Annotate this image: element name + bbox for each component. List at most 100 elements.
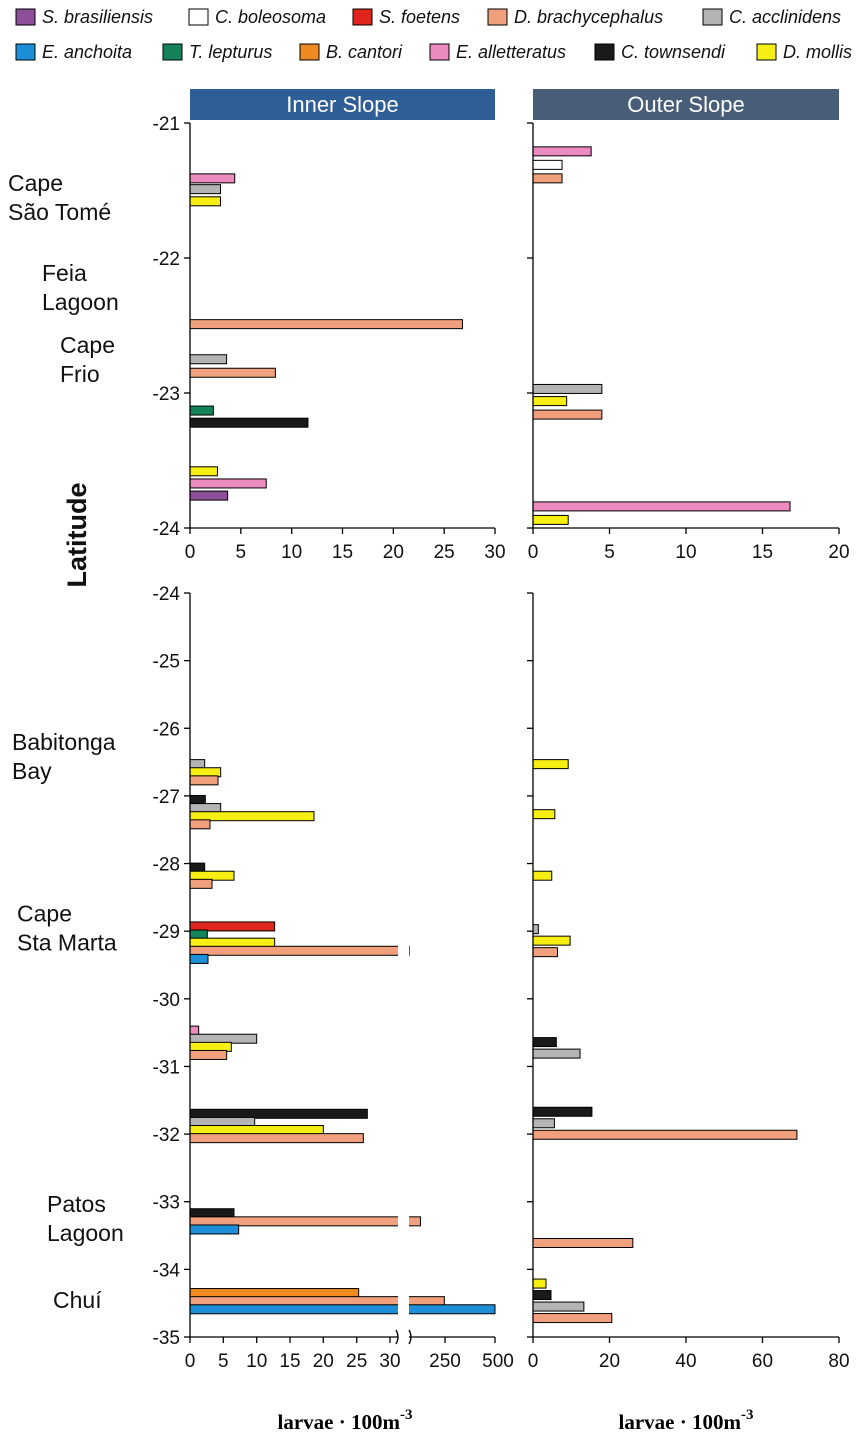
- bar-dmol: [532, 809, 556, 820]
- legend-label-ctow: C. townsendi: [621, 42, 726, 62]
- bar-cacc: [189, 354, 228, 365]
- axis-break-gap: [398, 593, 409, 1349]
- bar-dmol: [532, 514, 569, 525]
- bar-cbol: [532, 159, 563, 170]
- bar-sbra: [189, 490, 229, 501]
- x-tick-label: 20: [383, 542, 404, 563]
- location-label: São Tomé: [8, 199, 111, 225]
- bar-dmol: [189, 196, 221, 207]
- bar-dbra: [532, 1129, 798, 1140]
- legend-swatch-dmol: [756, 43, 777, 61]
- x-tick-label: 15: [752, 542, 773, 563]
- y-tick-label: -34: [153, 1260, 181, 1281]
- panel-title: Outer Slope: [627, 92, 744, 117]
- y-tick-label: -25: [153, 652, 180, 673]
- y-axis-title: Latitude: [62, 483, 92, 588]
- axis-break-mark: [395, 1329, 399, 1345]
- location-label: Sta Marta: [17, 929, 117, 955]
- x-tick-label: 250: [429, 1351, 461, 1372]
- bar-ctow: [532, 1290, 552, 1301]
- y-tick-label: -26: [153, 719, 180, 740]
- y-tick-label: -27: [153, 787, 180, 808]
- legend: S. brasiliensis C. boleosoma S. foetens D. …: [15, 7, 852, 62]
- legend-label-eall: E. alletteratus: [456, 42, 566, 62]
- bar-dbra: [532, 409, 603, 420]
- legend-swatch-cacc: [702, 8, 723, 26]
- location-label: Cape: [17, 900, 72, 926]
- bar-eanc: [189, 953, 209, 964]
- y-tick-label: -28: [153, 855, 180, 876]
- legend-label-sfoe: S. foetens: [379, 7, 460, 27]
- bar-dmol: [532, 396, 568, 407]
- bar-dbra: [532, 1313, 613, 1324]
- panel-top-outer: Outer Slope 0 5 10 15 20: [527, 89, 850, 563]
- x-tick-label: 5: [236, 542, 247, 563]
- location-label: Babitonga: [12, 729, 116, 755]
- x-axis-title-main: larvae · 100m: [619, 1410, 742, 1434]
- legend-swatch-ctow: [594, 43, 615, 61]
- location-label: Lagoon: [47, 1220, 124, 1246]
- panel-bottom-outer: 0 20 40 60 80: [527, 592, 850, 1372]
- panel-title: Inner Slope: [286, 92, 399, 117]
- legend-label-cbol: C. boleosoma: [215, 7, 326, 27]
- bar-eall: [532, 501, 791, 512]
- bar-dmol: [532, 870, 553, 881]
- y-tick-label: -24: [153, 519, 181, 540]
- bar-dbra: [189, 367, 276, 378]
- bar-cacc: [532, 1301, 585, 1312]
- x-tick-label: 500: [482, 1351, 514, 1372]
- bar-dbra: [189, 319, 463, 330]
- x-tick-label: 0: [185, 1351, 196, 1372]
- x-tick-label: 0: [185, 542, 196, 563]
- legend-swatch-bcan: [299, 43, 320, 61]
- bar-eanc: [189, 1304, 496, 1315]
- x-axis-title: larvae · 100m-3: [619, 1407, 754, 1434]
- y-tick-label: -22: [153, 249, 180, 270]
- bar-cacc: [532, 383, 603, 394]
- bar-ctow: [532, 1106, 593, 1117]
- x-axis-title-main: larvae · 100m: [278, 1410, 401, 1434]
- y-tick-label: -23: [153, 384, 180, 405]
- bar-dbra: [189, 819, 211, 830]
- x-tick-label: 5: [218, 1351, 229, 1372]
- legend-swatch-sbra: [15, 8, 36, 26]
- x-tick-label: 10: [246, 1351, 267, 1372]
- bar-dmol: [532, 1278, 547, 1289]
- bar-dbra: [189, 775, 219, 786]
- bar-eall: [189, 173, 236, 184]
- panel-title-bg: [533, 89, 839, 120]
- legend-label-dbra: D. brachycephalus: [514, 7, 663, 27]
- bar-dbra: [532, 173, 563, 184]
- legend-label-cacc: C. acclinidens: [729, 7, 841, 27]
- location-label: Lagoon: [42, 289, 119, 315]
- bar-dbra: [532, 1237, 634, 1248]
- legend-label-sbra: S. brasiliensis: [42, 7, 153, 27]
- x-tick-label: 20: [828, 542, 849, 563]
- bar-eanc: [189, 1224, 240, 1235]
- x-tick-label: 80: [828, 1351, 849, 1372]
- x-tick-label: 0: [528, 1351, 539, 1372]
- y-tick-label: -24: [153, 584, 181, 605]
- y-tick-label: -35: [153, 1328, 180, 1349]
- bar-eall: [189, 478, 267, 489]
- panel-top-inner: Inner Slope -21 -22 -23 -240 5 10 15 20 25 30: [153, 89, 506, 563]
- axis-break-mark: [408, 1329, 412, 1345]
- location-label: Feia: [42, 260, 87, 286]
- legend-label-bcan: B. cantori: [326, 42, 403, 62]
- location-label: Chuí: [53, 1287, 102, 1313]
- location-label: Cape: [8, 170, 63, 196]
- x-tick-label: 40: [675, 1351, 696, 1372]
- x-tick-label: 15: [332, 542, 353, 563]
- panel-bottom-inner: -24 -25 -26 -27 -28 -29 -30 -31 -32 -33 -34 -350 5 10…: [153, 584, 514, 1372]
- x-tick-label: 15: [279, 1351, 300, 1372]
- x-tick-label: 10: [675, 542, 696, 563]
- bar-cacc: [189, 184, 221, 195]
- x-axis-title-exponent: -3: [741, 1407, 754, 1423]
- y-tick-label: -29: [153, 922, 180, 943]
- legend-swatch-cbol: [188, 8, 209, 26]
- legend-label-tlep: T. lepturus: [189, 42, 272, 62]
- legend-swatch-eall: [429, 43, 450, 61]
- bar-dmol: [189, 466, 218, 477]
- bar-dbra: [189, 945, 410, 956]
